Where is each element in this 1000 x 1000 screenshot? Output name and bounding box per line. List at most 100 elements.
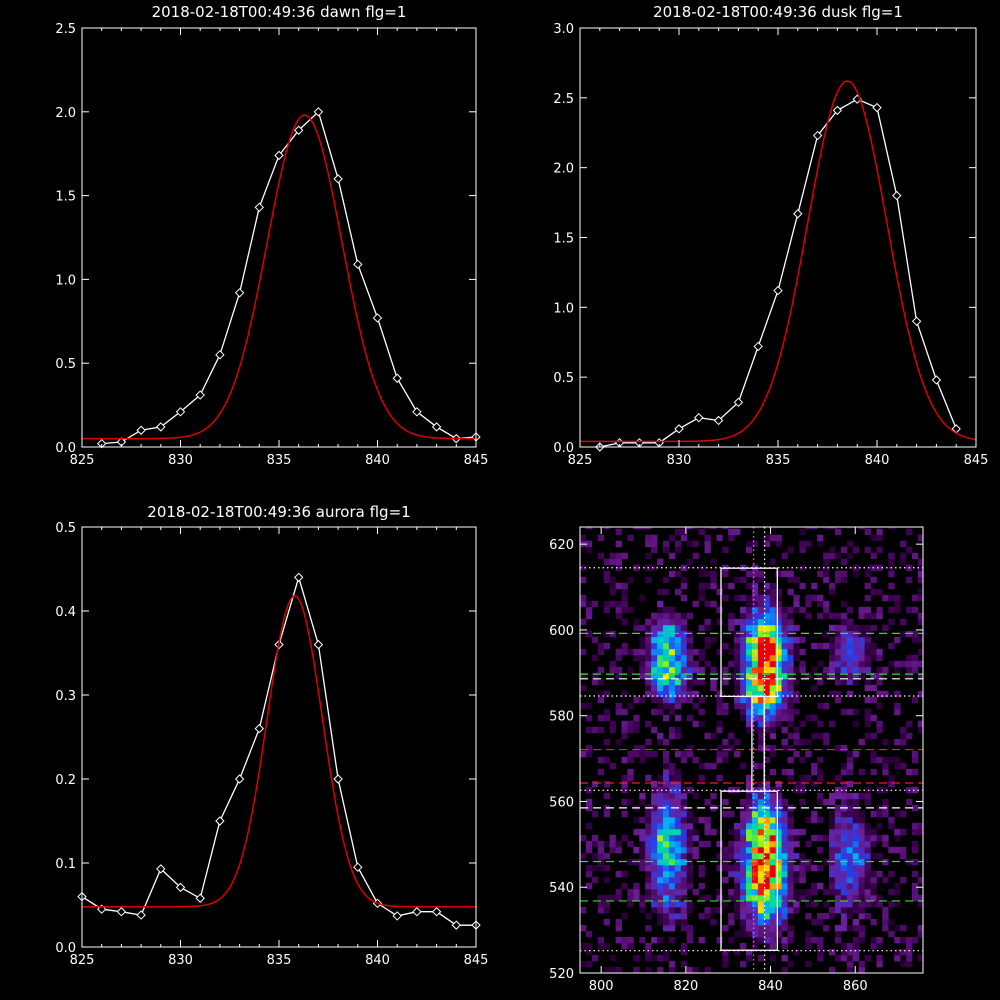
heatmap-cell (668, 654, 676, 662)
data-point (215, 350, 225, 360)
heatmap-cell (834, 678, 842, 686)
heatmap-cell (912, 696, 919, 704)
heatmap-cell (769, 943, 776, 950)
heatmap-cell (585, 804, 593, 812)
heatmap-cell (668, 901, 676, 908)
heatmap-cell (609, 558, 616, 566)
heatmap-cell (781, 570, 788, 578)
heatmap-cell (751, 630, 759, 638)
heatmap-cell (597, 895, 605, 902)
heatmap-cell (894, 925, 901, 932)
heatmap-cell (615, 895, 622, 902)
heatmap-cell (663, 901, 670, 908)
heatmap-cell (734, 684, 741, 692)
heatmap-cell (751, 762, 759, 770)
heatmap-cell (657, 864, 664, 872)
heatmap-cell (609, 726, 616, 734)
heatmap-cell (912, 630, 919, 638)
heatmap-cell (763, 919, 771, 926)
heatmap-cell (597, 937, 605, 944)
heatmap-cell (834, 834, 842, 842)
heatmap-cell (722, 672, 729, 680)
heatmap-cell (823, 738, 830, 746)
heatmap-cell (722, 925, 729, 932)
heatmap-cell (734, 876, 741, 884)
heatmap-cell (603, 876, 610, 884)
heatmap-cell (686, 642, 693, 650)
heatmap-cell (757, 895, 765, 902)
heatmap-cell (852, 546, 859, 554)
heatmap-cell (858, 636, 865, 644)
heatmap-cell (763, 937, 771, 944)
heatmap-cell (864, 708, 871, 716)
heatmap-cell (633, 696, 640, 704)
heatmap-cell (657, 654, 664, 662)
heatmap-cell (751, 876, 759, 884)
heatmap-image (580, 527, 923, 973)
heatmap-cell (680, 840, 688, 848)
heatmap-cell (781, 834, 788, 842)
heatmap-cell (769, 648, 776, 656)
heatmap-cell (734, 949, 741, 956)
heatmap-cell (757, 714, 765, 722)
heatmap-cell (882, 913, 889, 920)
heatmap-cell (864, 822, 871, 830)
heatmap-cell (716, 720, 723, 728)
heatmap-cell (621, 870, 628, 878)
heatmap-cell (674, 624, 682, 632)
heatmap-cell (829, 660, 836, 668)
heatmap-cell (817, 882, 824, 890)
heatmap-cell (781, 858, 788, 866)
heatmap-cell (787, 961, 794, 968)
heatmap-cell (787, 870, 794, 878)
heatmap-cell (829, 552, 836, 560)
heatmap-cell (603, 810, 610, 818)
heatmap-cell (775, 864, 782, 872)
heatmap-cell (769, 846, 776, 854)
heatmap-cell (888, 756, 895, 764)
heatmap-cell (657, 792, 664, 800)
heatmap-cell (864, 798, 871, 806)
heatmap-cell (781, 846, 788, 854)
heatmap-cell (840, 648, 848, 656)
heatmap-cell (657, 606, 664, 614)
heatmap-cell (864, 732, 871, 740)
heatmap-cell (657, 642, 664, 650)
data-point (392, 911, 402, 921)
heatmap-cell (698, 895, 705, 902)
heatmap-cell (781, 606, 788, 614)
heatmap-cell (674, 678, 682, 686)
heatmap-cell (740, 828, 747, 836)
heatmap-cell (781, 618, 788, 626)
heatmap-cell (906, 528, 913, 536)
heatmap-cell (597, 690, 605, 698)
heatmap-cell (710, 919, 717, 926)
heatmap-cell (663, 696, 670, 704)
heatmap-cell (882, 768, 889, 776)
heatmap-cell (651, 937, 658, 944)
heatmap-cell (668, 690, 676, 698)
heatmap-cell (668, 858, 676, 866)
heatmap-cell (811, 816, 818, 824)
data-point (892, 190, 902, 201)
heatmap-cell (716, 690, 723, 698)
heatmap-cell (591, 864, 599, 872)
heatmap-cell (846, 618, 854, 626)
heatmap-cell (651, 798, 658, 806)
heatmap-cell (829, 907, 836, 914)
heatmap-cell (817, 600, 824, 608)
heatmap-cell (775, 660, 782, 668)
heatmap-cell (740, 907, 747, 914)
heatmap-cell (817, 756, 824, 764)
heatmap-cell (621, 732, 628, 740)
heatmap-cell (763, 864, 771, 872)
heatmap-cell (668, 762, 676, 770)
heatmap-cell (757, 624, 765, 632)
x-tick-label: 825 (70, 953, 95, 968)
heatmap-cell (633, 527, 640, 530)
heatmap-cell (769, 618, 776, 626)
heatmap-cell (674, 618, 682, 626)
heatmap-cell (751, 925, 759, 932)
heatmap-cell (639, 744, 646, 752)
heatmap-cell (645, 949, 652, 956)
